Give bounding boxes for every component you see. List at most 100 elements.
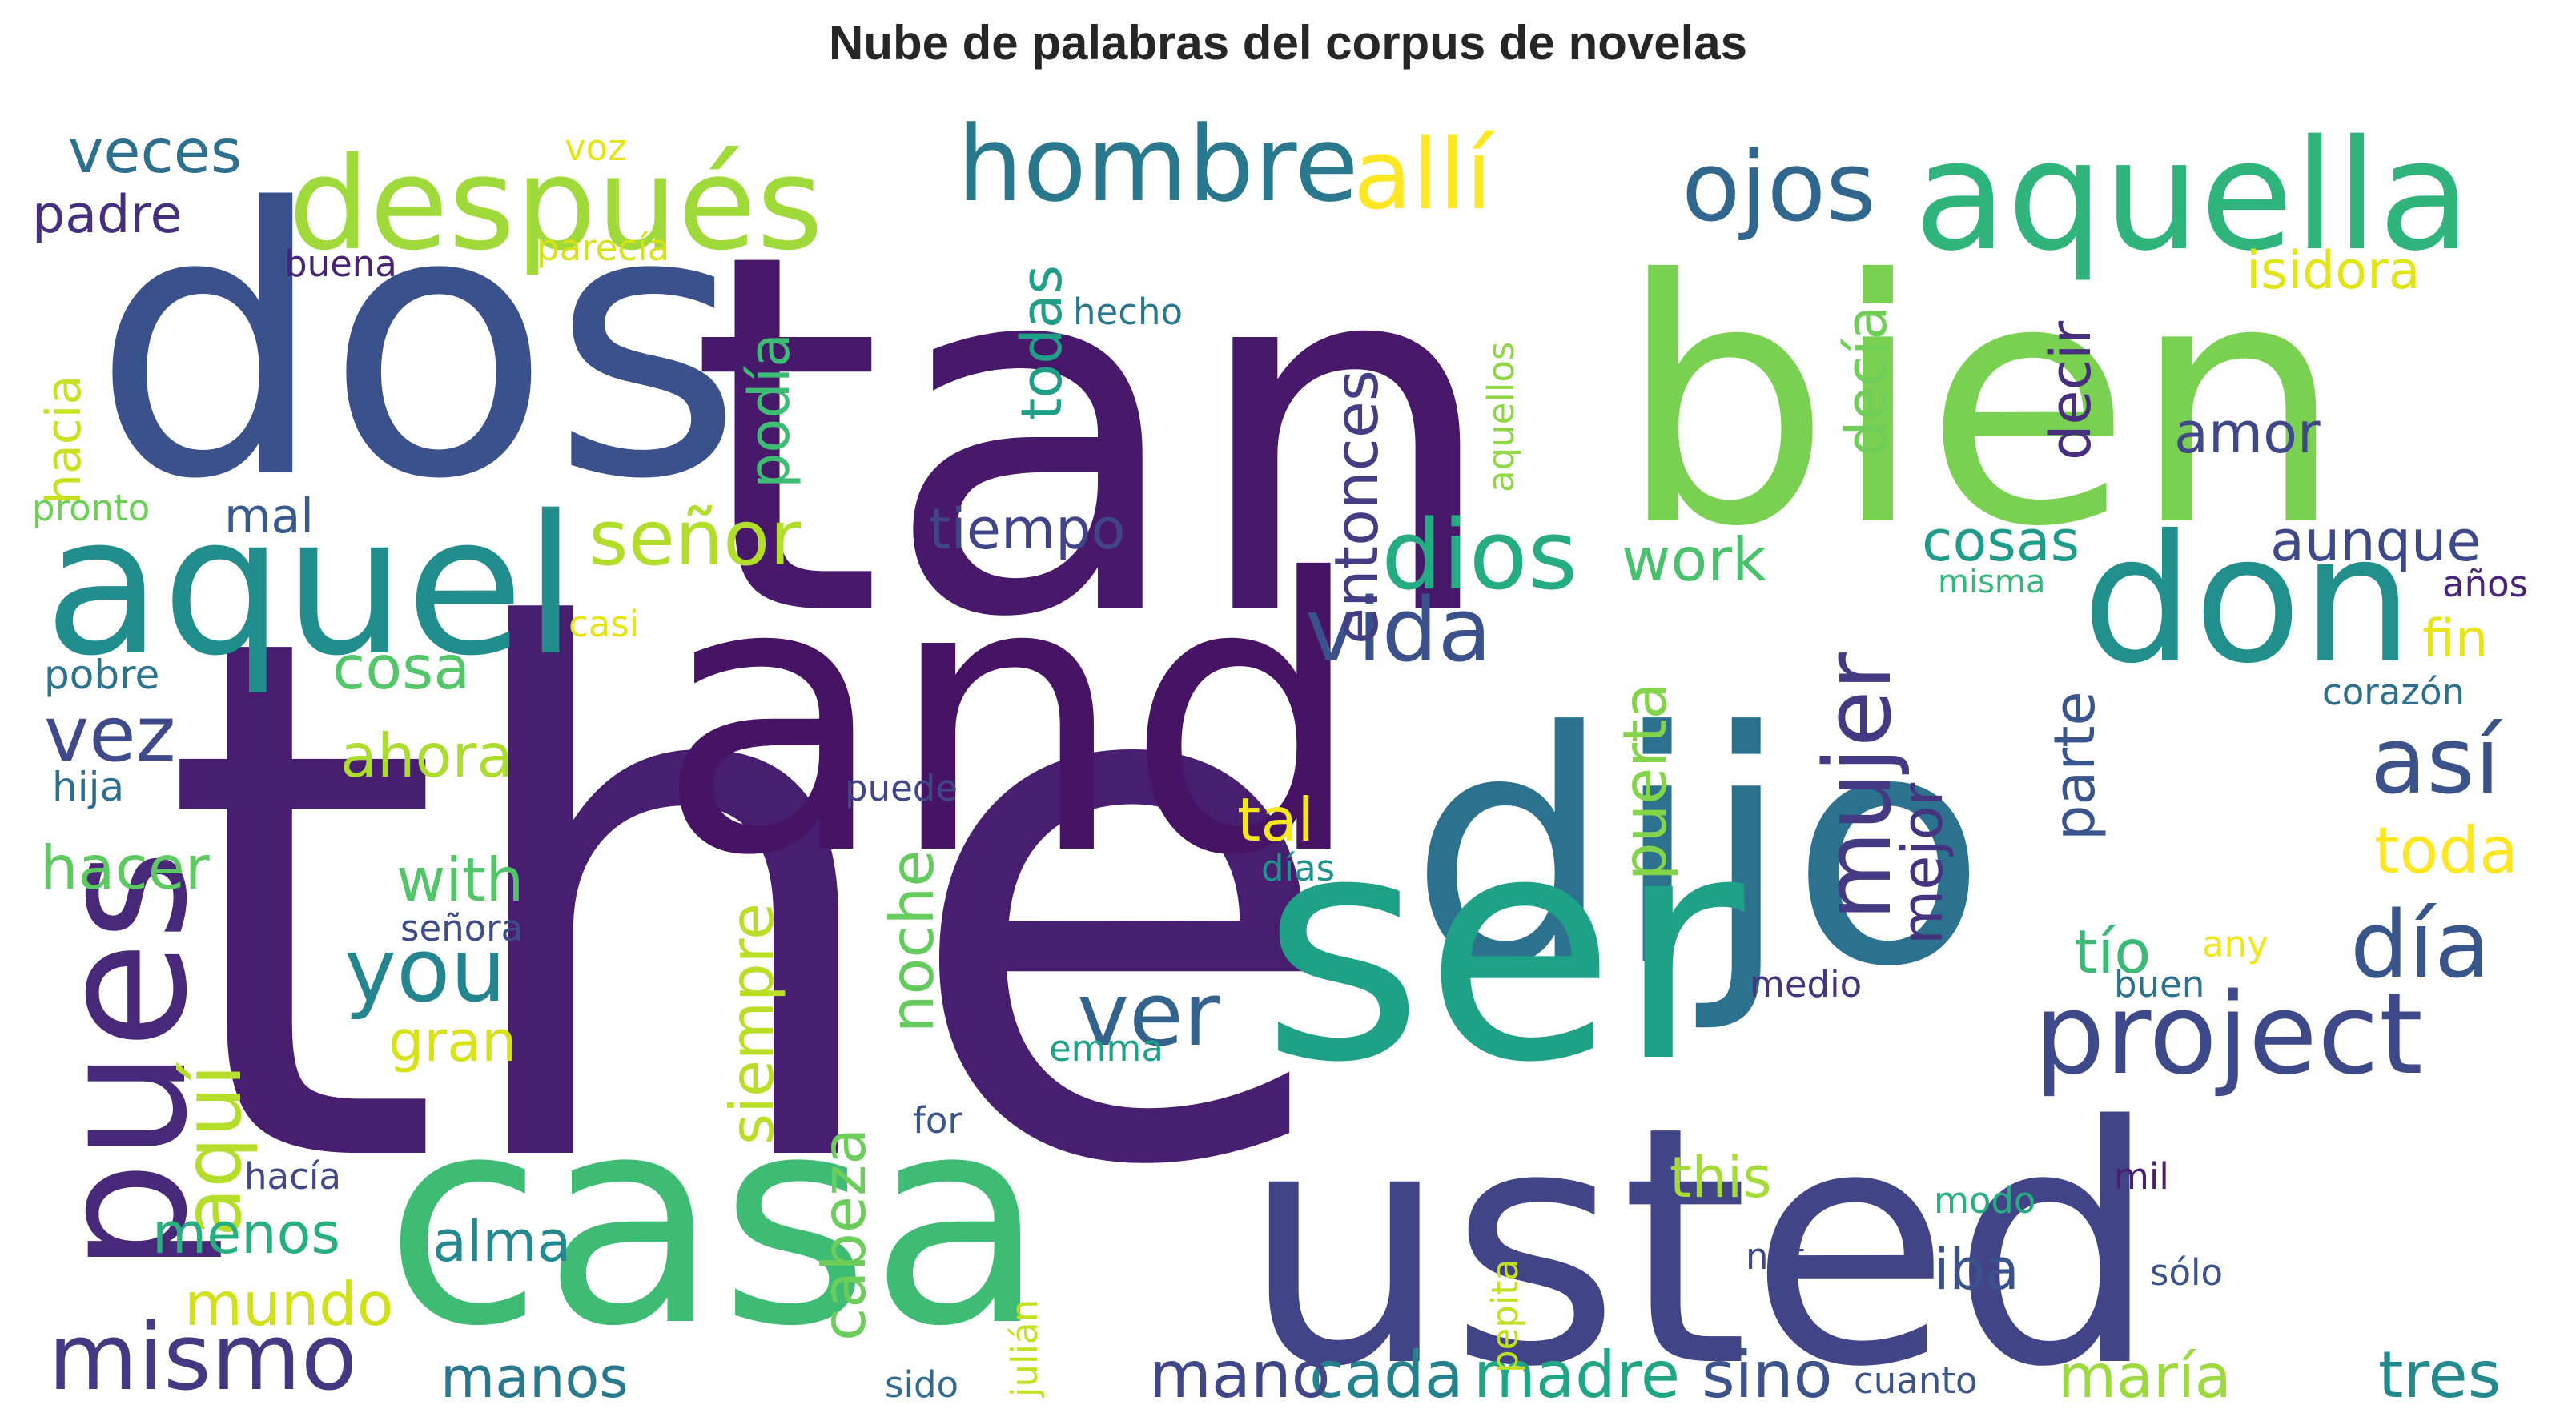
word-44: tal [1237, 785, 1314, 855]
word-15: hombre [957, 103, 1359, 225]
word-19: día [2350, 892, 2490, 999]
word-51: podía [737, 333, 802, 488]
word-2: dos [92, 131, 743, 560]
word-81: años [2442, 563, 2528, 605]
word-53: work [1622, 524, 1767, 595]
word-94: modo [1934, 1179, 2035, 1222]
word-70: mal [224, 488, 314, 544]
word-97: sólo [2150, 1251, 2223, 1294]
word-79: casi [569, 603, 639, 645]
word-13: después [288, 129, 823, 279]
word-89: emma [1049, 1027, 1163, 1070]
word-33: sino [1702, 1338, 1833, 1412]
word-42: tío [2074, 917, 2151, 987]
word-9: aquel [44, 474, 577, 698]
word-98: sido [885, 1363, 958, 1406]
word-85: señora [400, 907, 523, 949]
word-60: mundo [184, 1269, 394, 1339]
word-50: tiempo [929, 496, 1125, 562]
word-39: siempre [717, 903, 787, 1145]
word-87: medio [1750, 963, 1862, 1006]
word-65: fin [2422, 609, 2488, 669]
word-23: you [344, 919, 506, 1022]
word-32: mano [1149, 1338, 1331, 1412]
word-36: entonces [1321, 370, 1392, 644]
word-93: julián [1003, 1299, 1046, 1398]
word-47: decir [2038, 321, 2104, 460]
word-24: mismo [48, 1304, 357, 1411]
word-7: casa [384, 1054, 1047, 1389]
word-75: aquellos [1480, 342, 1522, 492]
word-88: buen [2114, 963, 2204, 1006]
word-25: así [2370, 708, 2502, 815]
word-28: vez [44, 691, 176, 779]
word-3: bien [1618, 209, 2345, 600]
word-26: aquí [166, 1062, 259, 1237]
word-58: hacer [40, 833, 210, 903]
word-84: días [1261, 847, 1335, 889]
word-99: cuanto [1854, 1359, 1978, 1402]
word-46: decía [1834, 306, 1899, 456]
word-86: any [2202, 923, 2269, 965]
word-31: cada [1309, 1338, 1464, 1412]
word-69: hacia [36, 375, 92, 504]
word-64: this [1670, 1145, 1772, 1210]
chart-title: Nube de palabras del corpus de novelas [828, 16, 1748, 70]
word-59: menos [152, 1201, 340, 1266]
word-55: cosa [332, 632, 470, 703]
word-1: tan [689, 149, 1502, 726]
word-52: todas [1009, 265, 1075, 420]
word-40: mejor [1890, 782, 1955, 945]
word-72: hija [52, 764, 124, 810]
word-78: voz [565, 126, 627, 169]
word-92: pepita [1484, 1258, 1526, 1373]
word-68: veces [68, 116, 242, 187]
word-29: cabeza [809, 1128, 879, 1341]
word-61: alma [432, 1209, 571, 1274]
word-76: parecía [536, 227, 669, 269]
word-22: ver [1077, 963, 1220, 1066]
word-62: manos [440, 1345, 629, 1411]
word-37: puerta [1609, 683, 1680, 881]
word-71: pobre [44, 652, 159, 698]
word-54: ahora [340, 721, 513, 791]
word-5: dijo [1409, 664, 1987, 1037]
word-10: aquella [1914, 107, 2471, 284]
word-66: isidora [2246, 241, 2421, 301]
word-41: parte [2042, 691, 2108, 841]
word-0: the [160, 485, 1343, 1323]
word-45: amor [2174, 400, 2321, 466]
word-67: padre [32, 185, 183, 245]
word-14: project [2034, 969, 2423, 1100]
word-17: mujer [1805, 652, 1912, 921]
word-91: hacía [244, 1155, 341, 1198]
word-30: madre [1473, 1338, 1680, 1412]
word-4: and [657, 500, 1364, 937]
word-95: mil [2114, 1155, 2169, 1198]
word-11: pues [21, 849, 226, 1273]
word-82: corazón [2322, 671, 2465, 713]
word-57: gran [388, 1009, 516, 1074]
word-35: maría [2058, 1341, 2232, 1411]
word-43: toda [2374, 813, 2518, 888]
word-21: vida [1305, 579, 1492, 681]
word-20: dios [1381, 500, 1577, 612]
word-80: misma [1938, 564, 2045, 600]
word-34: tres [2378, 1338, 2501, 1412]
word-48: aunque [2270, 508, 2482, 574]
word-38: noche [877, 850, 947, 1033]
word-56: with [396, 845, 524, 915]
word-27: señor [589, 495, 802, 583]
word-83: puede [845, 767, 958, 809]
word-73: pronto [32, 487, 150, 529]
word-63: iba [1934, 1237, 2019, 1303]
word-77: buena [284, 243, 397, 285]
word-18: allí [1353, 120, 1495, 231]
word-16: ojos [1682, 132, 1876, 243]
word-74: hecho [1073, 291, 1183, 333]
word-8: ser [1261, 767, 1748, 1130]
word-12: don [2082, 497, 2413, 702]
word-49: cosas [1922, 508, 2080, 574]
word-6: usted [1241, 1056, 2160, 1417]
